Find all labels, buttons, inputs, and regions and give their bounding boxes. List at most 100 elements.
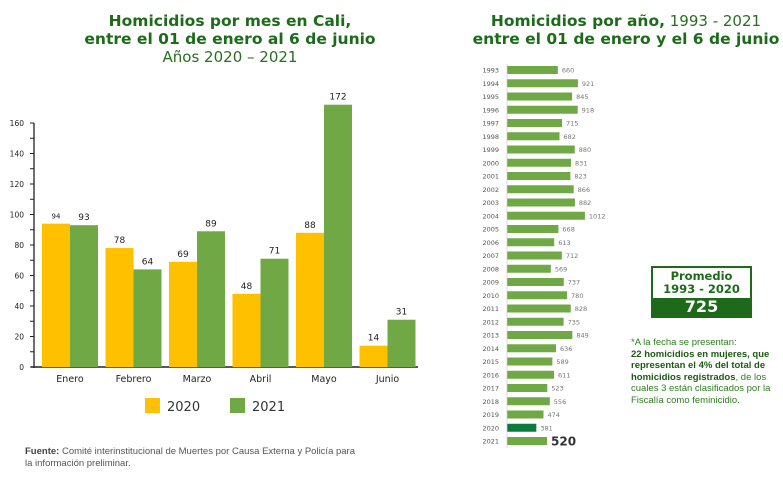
right-title-bold: Homicidios por año, bbox=[490, 12, 665, 30]
year-label: 2002 bbox=[482, 186, 499, 194]
left-title-line1: Homicidios por mes en Cali, bbox=[108, 12, 352, 30]
source-note: Fuente: Comité interinstitucional de Mue… bbox=[25, 446, 355, 470]
bar-value-label: 668 bbox=[562, 226, 574, 234]
bar-value-label: 93 bbox=[78, 213, 89, 223]
year-label: 2016 bbox=[482, 371, 499, 379]
bar-value-label: 89 bbox=[205, 219, 217, 229]
right-chart-title: Homicidios por año, 1993 - 2021 entre el… bbox=[466, 12, 783, 48]
year-label: 2006 bbox=[482, 239, 499, 247]
category-label: Marzo bbox=[183, 374, 212, 385]
year-label: 1997 bbox=[482, 120, 499, 128]
bar-value-label: 735 bbox=[568, 318, 580, 326]
year-label: 2012 bbox=[482, 318, 499, 326]
bar-value-label: 381 bbox=[540, 424, 552, 432]
bar-year-2001 bbox=[507, 172, 571, 180]
bar-value-label: 69 bbox=[177, 250, 189, 260]
bar-value-label: 737 bbox=[568, 279, 580, 287]
bar-2020-marzo bbox=[169, 261, 197, 367]
bar-value-label: 569 bbox=[555, 265, 567, 273]
year-label: 1998 bbox=[482, 133, 499, 141]
bar-value-label: 918 bbox=[582, 106, 594, 114]
bar-value-label: 682 bbox=[564, 133, 576, 141]
bar-value-label: 831 bbox=[575, 159, 587, 167]
average-period: 1993 - 2020 bbox=[663, 282, 740, 296]
bar-value-label: 611 bbox=[558, 371, 570, 379]
bar-value-label: 845 bbox=[576, 93, 588, 101]
bar-2021-marzo bbox=[197, 231, 225, 367]
right-title-range: 1993 - 2021 bbox=[665, 12, 762, 30]
bar-value-label: 882 bbox=[579, 199, 591, 207]
bar-value-label: 712 bbox=[566, 252, 578, 260]
category-label: Mayo bbox=[311, 374, 337, 385]
bar-value-label: 172 bbox=[329, 93, 346, 103]
year-label: 2008 bbox=[482, 265, 499, 273]
bar-year-2007 bbox=[507, 251, 562, 260]
bar-2021-junio bbox=[387, 319, 416, 367]
left-chart-title: Homicidios por mes en Cali, entre el 01 … bbox=[40, 12, 420, 66]
year-label: 2015 bbox=[482, 358, 499, 366]
category-label: Abril bbox=[250, 374, 272, 385]
legend-swatch-2021 bbox=[230, 398, 245, 413]
bar-year-2003 bbox=[507, 198, 575, 207]
bar-year-2021 bbox=[507, 437, 548, 445]
year-label: 2017 bbox=[482, 385, 499, 393]
bar-value-label: 14 bbox=[368, 334, 380, 344]
average-box: Promedio 1993 - 2020 725 bbox=[651, 266, 752, 318]
bar-year-2016 bbox=[507, 370, 555, 379]
bar-year-1997 bbox=[507, 119, 563, 127]
year-label: 2019 bbox=[482, 411, 499, 419]
bar-value-label: 823 bbox=[574, 173, 586, 181]
year-label: 2011 bbox=[482, 305, 499, 313]
bar-value-label: 715 bbox=[566, 120, 578, 128]
bar-2021-enero bbox=[70, 225, 98, 367]
bar-2020-mayo bbox=[296, 232, 324, 367]
year-label: 2000 bbox=[482, 159, 499, 167]
bar-value-label: 589 bbox=[556, 358, 568, 366]
source-text: Comité interinstitucional de Muertes por… bbox=[25, 446, 356, 469]
year-label: 2001 bbox=[482, 173, 499, 181]
year-label: 1999 bbox=[482, 146, 499, 154]
bar-year-2000 bbox=[507, 158, 571, 167]
year-label: 2018 bbox=[482, 398, 499, 406]
bar-value-label: 71 bbox=[269, 247, 280, 257]
bar-value-label: 849 bbox=[576, 332, 588, 340]
footnote: *A la fecha se presentan: 22 homicidios … bbox=[631, 337, 781, 406]
bar-2021-abril bbox=[260, 258, 289, 367]
year-label: 2021 bbox=[482, 438, 499, 446]
year-label: 2014 bbox=[482, 345, 499, 353]
y-tick-label: 140 bbox=[10, 150, 25, 159]
y-tick-label: 0 bbox=[19, 363, 24, 372]
y-tick-label: 60 bbox=[14, 272, 24, 281]
year-label: 1994 bbox=[482, 80, 499, 88]
bar-year-2013 bbox=[507, 331, 573, 339]
legend-swatch-2020 bbox=[145, 398, 160, 413]
note-bold: 22 homicidios en mujeres, que representa… bbox=[631, 348, 770, 383]
bar-value-label: 921 bbox=[582, 80, 594, 88]
bar-value-label: 613 bbox=[558, 239, 570, 247]
average-label: Promedio bbox=[670, 269, 733, 283]
bar-value-label: 31 bbox=[396, 308, 407, 318]
legend-label: 2021 bbox=[252, 400, 285, 415]
bar-year-1996 bbox=[507, 105, 578, 114]
year-label: 2005 bbox=[482, 226, 499, 234]
bar-value-label: 64 bbox=[142, 257, 154, 267]
year-label: 2020 bbox=[482, 424, 499, 432]
bar-year-2010 bbox=[507, 291, 568, 300]
bar-value-label: 866 bbox=[578, 186, 590, 194]
bar-value-label: 1012 bbox=[589, 212, 606, 220]
bar-2021-mayo bbox=[324, 104, 352, 367]
bar-value-label: 828 bbox=[575, 305, 587, 313]
bar-value-label: 780 bbox=[571, 292, 583, 300]
bar-year-2006 bbox=[507, 238, 555, 247]
bar-value-label: 556 bbox=[554, 398, 566, 406]
bar-year-2014 bbox=[507, 344, 556, 353]
bar-value-label: 474 bbox=[547, 411, 559, 419]
y-tick-label: 100 bbox=[10, 211, 25, 220]
bar-year-2011 bbox=[507, 304, 571, 313]
category-label: Junio bbox=[375, 374, 399, 385]
year-label: 2010 bbox=[482, 292, 499, 300]
bar-year-2018 bbox=[507, 397, 550, 406]
legend-label: 2020 bbox=[167, 400, 200, 415]
y-tick-label: 160 bbox=[10, 119, 25, 128]
